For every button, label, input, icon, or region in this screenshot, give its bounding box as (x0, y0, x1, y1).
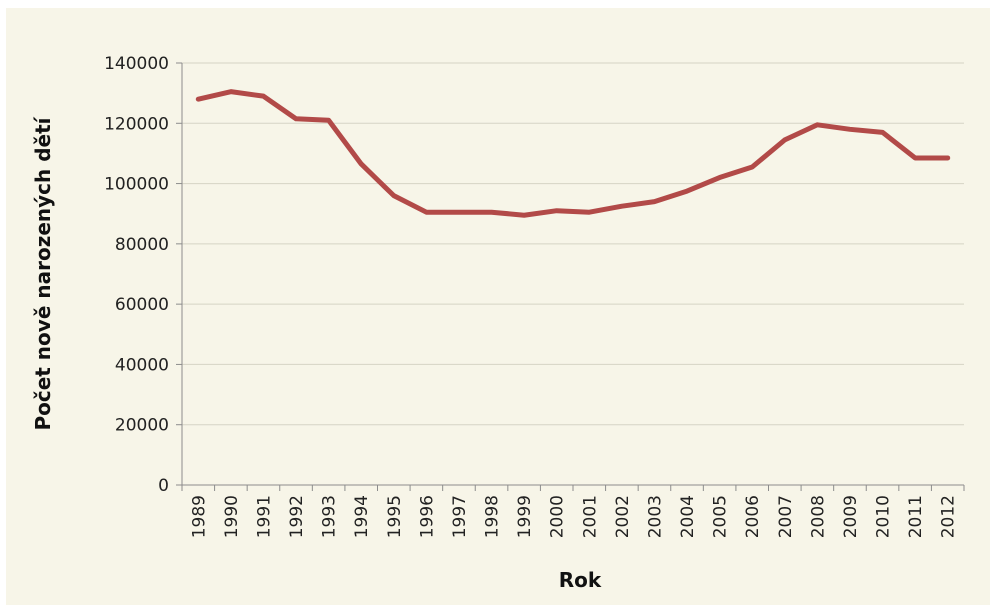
y-tick-label: 80000 (115, 235, 169, 255)
x-tick-label: 2012 (939, 495, 959, 538)
x-tick-label: 1989 (189, 495, 209, 538)
y-tick-label: 140000 (104, 54, 169, 74)
x-tick-label: 1998 (483, 495, 503, 538)
chart-area: 0 20000 40000 60000 80000 100000 120000 140000 … (6, 8, 990, 605)
x-tick-label: 1992 (287, 495, 307, 538)
y-tick-label: 20000 (115, 416, 169, 436)
line-chart: 020000400006000080000100000120000140000 … (31, 54, 965, 592)
y-tick-label: 100000 (104, 175, 169, 195)
y-tick-labels: 0 20000 40000 60000 80000 100000 120000 140000 (104, 54, 169, 496)
x-tick-label: 2003 (645, 495, 665, 538)
y-tick-label: 60000 (115, 295, 169, 315)
y-axis-title: Počet nově narozených dětí (31, 116, 55, 430)
x-tick-label: 1990 (222, 495, 242, 538)
y-tick-label: 0 (158, 476, 169, 496)
gridlines (182, 62, 964, 426)
x-tick-label: 1997 (450, 495, 470, 538)
x-tick-labels: 1989 1990 1991 1992 1993 1994 1995 1996 1997 1998… (189, 495, 958, 538)
x-tick-label: 2010 (874, 495, 894, 538)
series-group (195, 89, 951, 218)
axes (176, 62, 965, 491)
x-tick-label: 2009 (841, 495, 861, 538)
x-tick-label: 1995 (385, 495, 405, 538)
x-tick-label: 1994 (352, 495, 372, 538)
x-axis-title: Rok (559, 568, 602, 592)
y-tick-label: 120000 (104, 114, 169, 134)
x-tick-label: 2002 (613, 495, 633, 538)
x-tick-label: 2004 (678, 495, 698, 538)
x-tick-label: 1991 (254, 495, 274, 538)
y-tick-label: 40000 (115, 355, 169, 375)
x-tick-label: 1993 (320, 495, 340, 538)
x-tick-label: 1999 (515, 495, 535, 538)
x-tick-label: 1996 (417, 495, 437, 538)
x-tick-label: 2000 (548, 495, 568, 538)
x-tick-label: 2006 (743, 495, 763, 538)
x-tick-label: 2011 (906, 495, 926, 538)
x-tick-label: 2001 (580, 495, 600, 538)
series-line (195, 89, 951, 218)
x-tick-label: 2005 (711, 495, 731, 538)
x-tick-label: 2007 (776, 495, 796, 538)
x-tick-label: 2008 (808, 495, 828, 538)
